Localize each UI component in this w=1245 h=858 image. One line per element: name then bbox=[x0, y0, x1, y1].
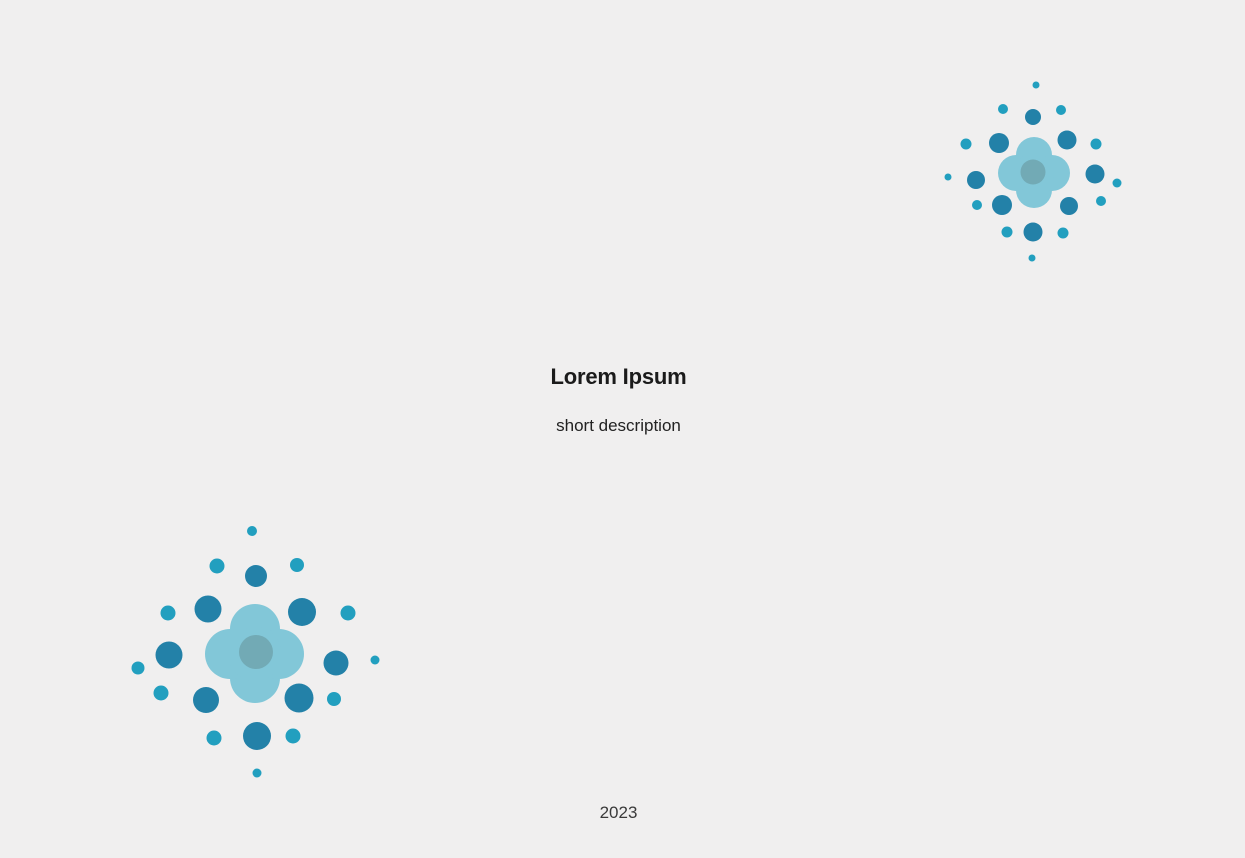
flower-icon-top-right bbox=[944, 81, 1122, 262]
footer-year: 2023 bbox=[599, 803, 638, 822]
page-title: Lorem Ipsum bbox=[550, 364, 687, 389]
hero-content: Lorem Ipsum short description bbox=[0, 360, 1237, 437]
short-description: short description bbox=[556, 416, 681, 435]
flower-icon-bottom-left bbox=[131, 526, 380, 778]
